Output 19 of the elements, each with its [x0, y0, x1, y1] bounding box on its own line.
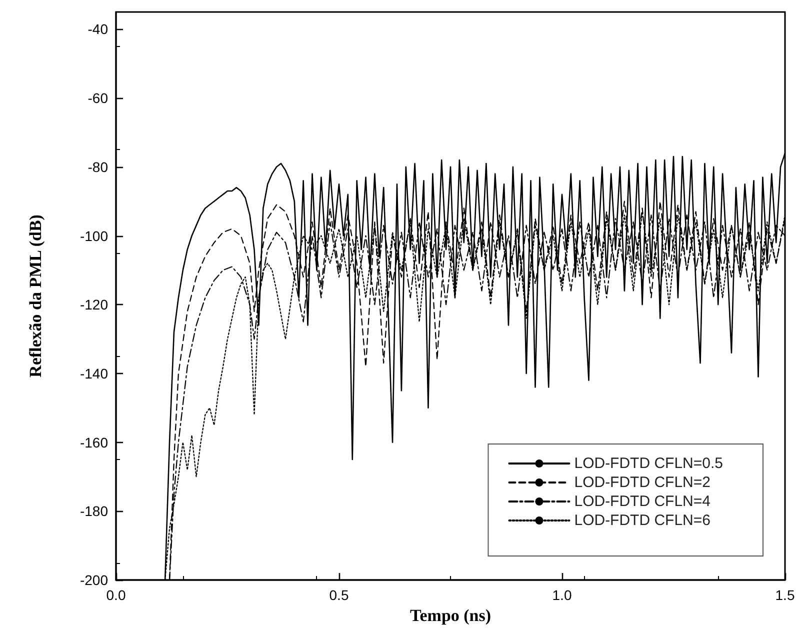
y-tick-label: -100	[80, 228, 108, 244]
y-tick-label: -60	[88, 90, 108, 106]
x-tick-label: 1.0	[552, 587, 572, 603]
legend-label: LOD-FDTD CFLN=6	[574, 512, 711, 529]
y-tick-label: -120	[80, 296, 108, 313]
y-tick-label: -160	[80, 434, 108, 450]
y-tick-label: -180	[80, 503, 108, 520]
y-tick-label: -40	[88, 21, 108, 38]
y-tick-label: -140	[80, 365, 108, 382]
y-axis-title: Reflexão da PML (dB)	[26, 214, 45, 378]
x-axis-title: Tempo (ns)	[410, 606, 492, 625]
y-tick-label: -200	[80, 572, 108, 588]
x-tick-label: 0.5	[329, 587, 349, 603]
legend-label: LOD-FDTD CFLN=2	[574, 474, 711, 491]
legend-label: LOD-FDTD CFLN=0.5	[574, 455, 724, 472]
legend-label: LOD-FDTD CFLN=4	[574, 493, 711, 510]
x-tick-label: 1.5	[775, 587, 795, 603]
y-tick-label: -80	[88, 158, 108, 175]
x-tick-label: 0.0	[106, 587, 126, 603]
